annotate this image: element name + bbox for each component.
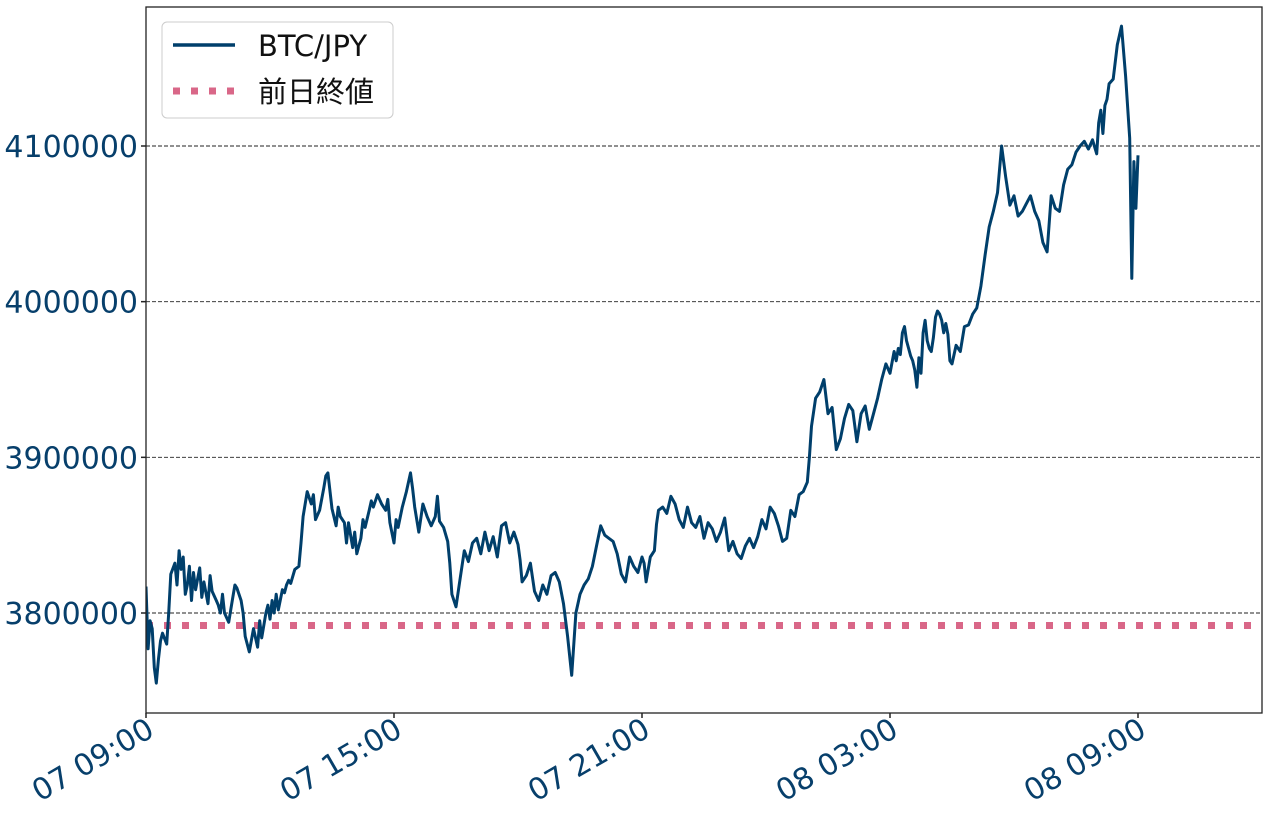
x-tick-label: 07 15:00: [274, 712, 408, 809]
btcjpy-price-line: [146, 24, 1140, 685]
y-axis: 4100000 4000000 3900000 3800000: [4, 130, 146, 632]
y-tick-label: 3900000: [4, 441, 138, 476]
legend: BTC/JPY 前日終値: [161, 21, 394, 119]
plot-frame: [145, 6, 1263, 714]
x-tick-label: 08 09:00: [1018, 712, 1152, 809]
y-tick-label: 3800000: [4, 597, 138, 632]
y-tick-label: 4100000: [4, 130, 138, 165]
x-axis: 07 09:00 07 15:00 07 21:00 08 03:00 08 09:00: [26, 712, 1152, 809]
x-tick-label: 08 03:00: [770, 712, 904, 809]
plot-area: [146, 24, 1262, 685]
y-tick-label: 4000000: [4, 286, 138, 321]
y-grid-lines: [146, 145, 1262, 614]
x-tick-label: 07 09:00: [26, 712, 160, 809]
x-tick-label: 07 21:00: [522, 712, 656, 809]
legend-label-prev-close: 前日終値: [258, 75, 374, 109]
legend-label-btcjpy: BTC/JPY: [258, 29, 367, 63]
